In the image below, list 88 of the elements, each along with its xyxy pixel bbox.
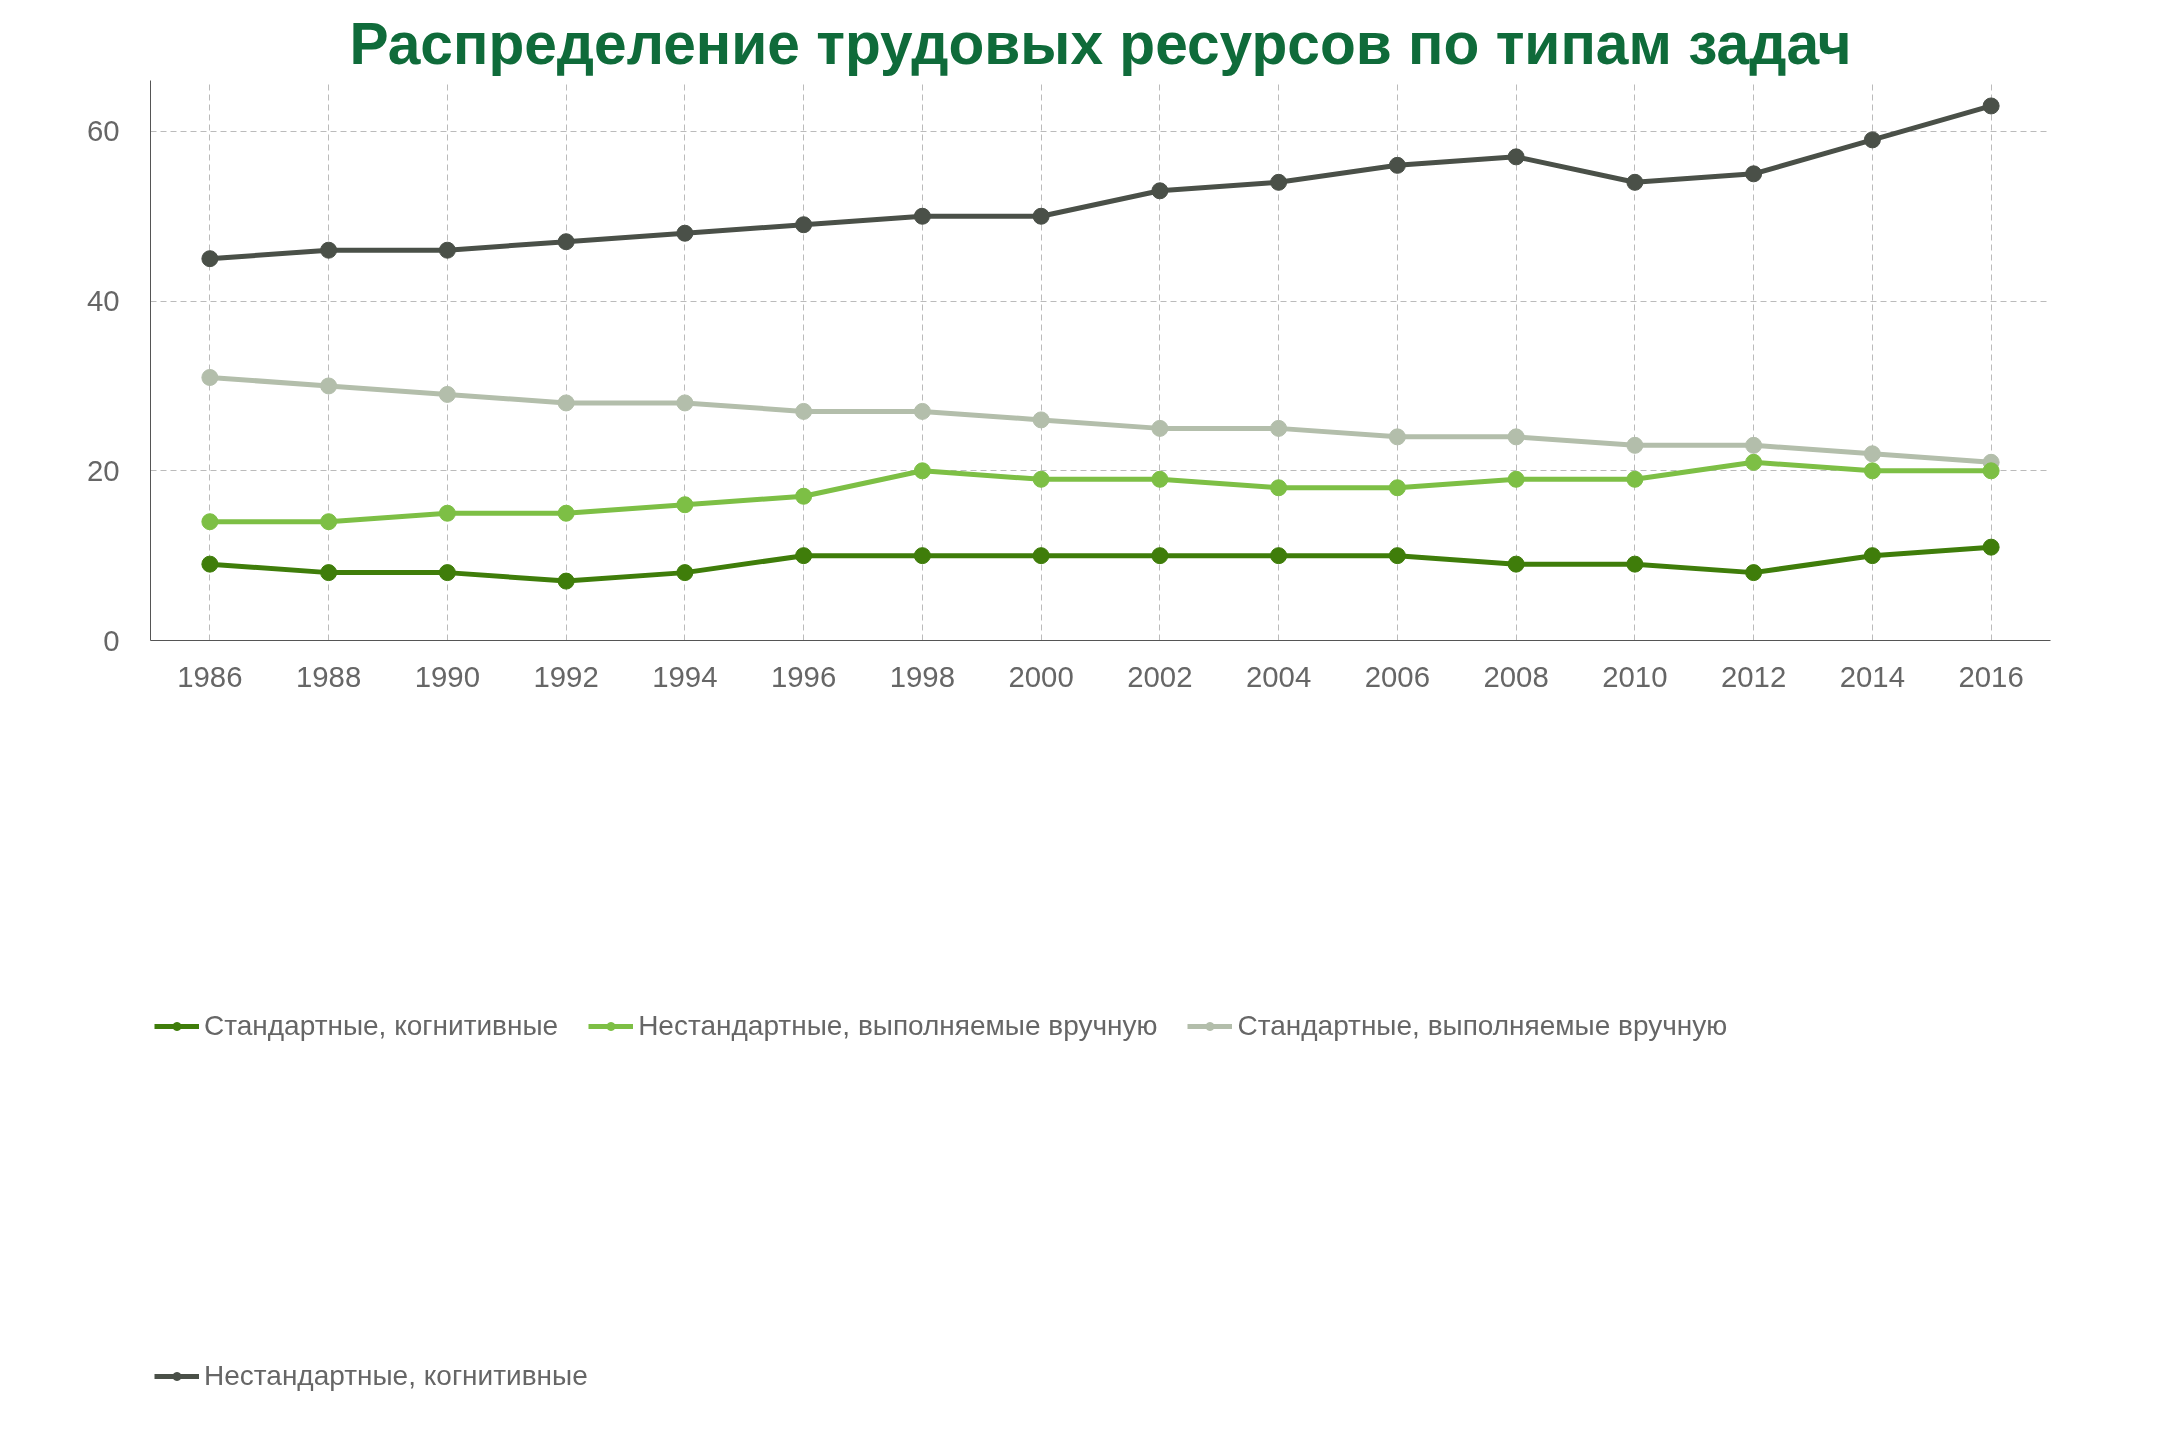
point	[1151, 470, 1169, 488]
point	[676, 224, 694, 242]
point	[1032, 547, 1050, 565]
point	[1388, 156, 1406, 174]
x-tick-label: 1996	[771, 659, 837, 693]
point	[1863, 547, 1881, 565]
point	[438, 504, 456, 522]
x-tick-label: 1990	[414, 659, 480, 693]
chart-title: Распределение трудовых ресурсов по типам задач	[349, 10, 1852, 76]
x-tick-label: 1988	[296, 659, 362, 693]
point	[913, 462, 931, 480]
point	[1982, 462, 2000, 480]
point	[1982, 97, 2000, 115]
point	[1270, 173, 1288, 191]
point	[1863, 462, 1881, 480]
y-tick-label: 40	[86, 284, 120, 318]
point	[1626, 436, 1644, 454]
point	[557, 504, 575, 522]
point	[438, 385, 456, 403]
point	[1863, 445, 1881, 463]
x-tick-label: 2002	[1127, 659, 1193, 693]
y-tick-label: 20	[86, 453, 120, 487]
point	[1270, 547, 1288, 565]
point	[676, 496, 694, 514]
point	[320, 564, 338, 582]
point	[201, 368, 219, 386]
x-tick-label: 2004	[1246, 659, 1312, 693]
point	[1745, 564, 1763, 582]
x-tick-label: 1986	[177, 659, 243, 693]
point	[320, 241, 338, 259]
point	[795, 547, 813, 565]
point	[1863, 131, 1881, 149]
point	[1507, 470, 1525, 488]
point	[913, 207, 931, 225]
point	[1982, 538, 2000, 556]
legend-label: Нестандартные, выполняемые вручную	[638, 1010, 1158, 1043]
point	[438, 564, 456, 582]
point	[557, 572, 575, 590]
x-tick-label: 2006	[1364, 659, 1430, 693]
point	[1507, 555, 1525, 573]
point	[201, 513, 219, 531]
point	[1032, 411, 1050, 429]
point	[1388, 479, 1406, 497]
point	[1388, 428, 1406, 446]
point	[1270, 479, 1288, 497]
point	[913, 547, 931, 565]
point	[557, 394, 575, 412]
point	[1388, 547, 1406, 565]
point	[1745, 453, 1763, 471]
x-tick-label: 1994	[652, 659, 718, 693]
point	[1151, 182, 1169, 200]
x-tick-label: 2000	[1008, 659, 1074, 693]
point	[913, 402, 931, 420]
point	[1626, 555, 1644, 573]
x-tick-label: 1998	[889, 659, 955, 693]
point	[1507, 428, 1525, 446]
point	[1626, 173, 1644, 191]
legend-label: Стандартные, когнитивные	[204, 1010, 559, 1043]
point	[795, 402, 813, 420]
point	[320, 513, 338, 531]
point	[1270, 419, 1288, 437]
point	[201, 555, 219, 573]
point	[795, 216, 813, 234]
point	[1151, 547, 1169, 565]
point	[795, 487, 813, 505]
point	[676, 564, 694, 582]
point	[201, 250, 219, 268]
point	[1626, 470, 1644, 488]
legend-label: Нестандартные, когнитивные	[204, 1359, 588, 1392]
point	[438, 241, 456, 259]
point	[1151, 419, 1169, 437]
point	[1507, 148, 1525, 166]
point	[1745, 436, 1763, 454]
y-tick-label: 60	[86, 114, 120, 148]
point	[1032, 207, 1050, 225]
x-tick-label: 2014	[1839, 659, 1905, 693]
x-tick-label: 2016	[1958, 659, 2024, 693]
x-tick-label: 2012	[1721, 659, 1787, 693]
point	[1032, 470, 1050, 488]
point	[676, 394, 694, 412]
point	[320, 377, 338, 395]
x-tick-label: 1992	[533, 659, 599, 693]
point	[557, 233, 575, 251]
x-tick-label: 2008	[1483, 659, 1549, 693]
y-tick-label: 0	[103, 623, 120, 657]
x-tick-label: 2010	[1602, 659, 1668, 693]
legend-label: Стандартные, выполняемые вручную	[1237, 1010, 1728, 1043]
point	[1745, 165, 1763, 183]
